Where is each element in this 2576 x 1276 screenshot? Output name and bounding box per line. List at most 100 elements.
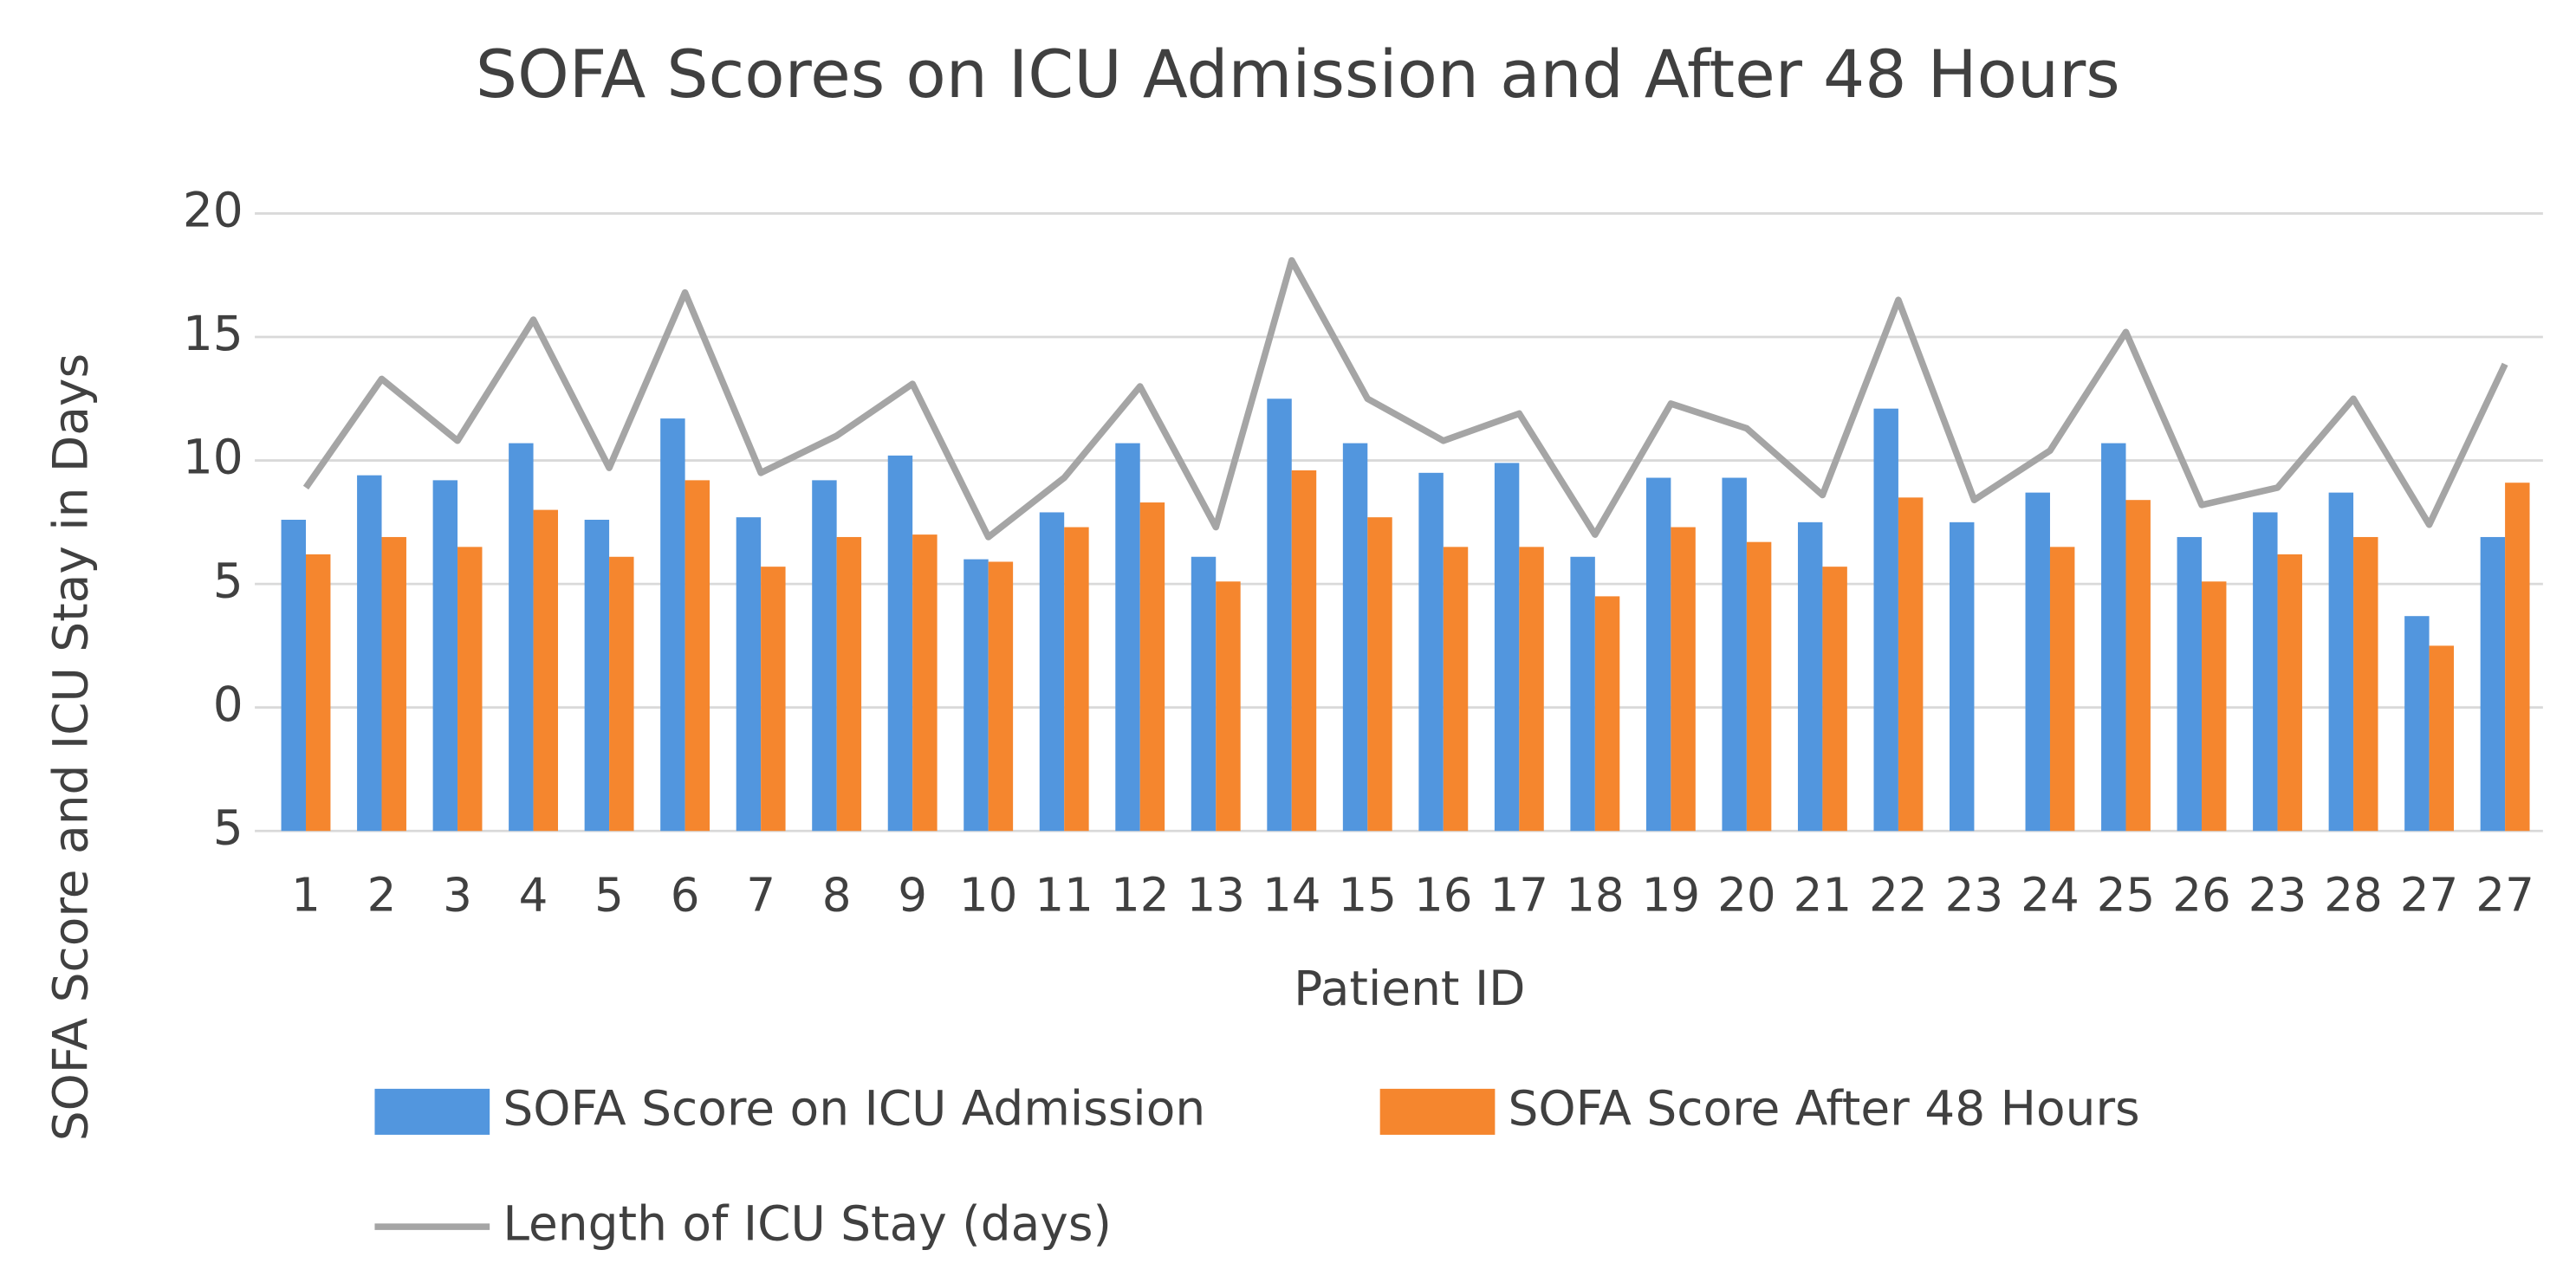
bar (685, 480, 711, 832)
x-tick-label: 3 (443, 869, 472, 923)
bar (457, 547, 483, 832)
bar (2101, 443, 2126, 832)
x-tick-label: 22 (1869, 869, 1928, 923)
bar (1645, 477, 1671, 832)
bar (1722, 477, 1747, 832)
bar (761, 567, 786, 832)
bar (1570, 556, 1595, 832)
bar (609, 556, 634, 832)
bar (432, 480, 458, 832)
x-axis-label: Patient ID (1294, 961, 1525, 1016)
bar (1191, 556, 1217, 832)
x-tick-label: 23 (1945, 869, 2004, 923)
bar (2429, 645, 2455, 832)
bar (1139, 502, 1165, 832)
y-axis-label: SOFA Score and ICU Stay in Days (43, 353, 99, 1141)
bar (1039, 512, 1065, 832)
y-tick-label: 5 (213, 553, 243, 608)
bar (2277, 554, 2302, 832)
bar (2049, 547, 2075, 832)
bar (1367, 517, 1392, 832)
bar (1898, 497, 1924, 832)
bar (509, 443, 534, 832)
x-tick-label: 2 (367, 869, 397, 923)
bar (2353, 536, 2378, 832)
y-tick-label: 0 (213, 677, 243, 732)
bar (736, 517, 762, 832)
bar (2404, 616, 2430, 832)
y-tick-label: 15 (183, 306, 243, 361)
bar (2328, 492, 2354, 832)
y-tick-label: 20 (183, 183, 243, 238)
x-tick-label: 10 (959, 869, 1018, 923)
legend-swatch (374, 1088, 490, 1135)
bar (1267, 398, 1292, 832)
bar (1822, 567, 1847, 832)
x-tick-label: 14 (1262, 869, 1321, 923)
x-tick-label: 19 (1642, 869, 1701, 923)
legend-label: SOFA Score After 48 Hours (1509, 1081, 2140, 1137)
bar (1671, 527, 1696, 832)
bar (1115, 443, 1140, 832)
bar (1291, 470, 1317, 832)
bar (2480, 536, 2506, 832)
bar (1594, 596, 1620, 832)
bar (2202, 581, 2227, 832)
x-tick-label: 23 (2248, 869, 2307, 923)
bar (1797, 521, 1823, 832)
legend-label: Length of ICU Stay (days) (503, 1195, 1112, 1251)
bar (281, 519, 306, 832)
legend-label: SOFA Score on ICU Admission (503, 1081, 1205, 1137)
x-tick-label: 16 (1414, 869, 1473, 923)
bar (660, 418, 685, 832)
bar (1519, 547, 1544, 832)
bar (836, 536, 862, 832)
x-tick-label: 18 (1566, 869, 1625, 923)
x-tick-label: 20 (1717, 869, 1776, 923)
x-tick-label: 9 (898, 869, 927, 923)
x-tick-label: 6 (671, 869, 700, 923)
legend-swatch (1379, 1088, 1496, 1135)
x-tick-label: 27 (2400, 869, 2459, 923)
bar (964, 559, 989, 832)
bar (533, 509, 558, 832)
bar (1216, 581, 1241, 832)
x-tick-label: 5 (594, 869, 624, 923)
y-tick-label: 5 (213, 800, 243, 855)
bar (988, 561, 1014, 832)
bar (1342, 443, 1368, 832)
bar (812, 480, 837, 832)
x-tick-label: 25 (2097, 869, 2156, 923)
bar (1746, 541, 1772, 832)
x-tick-label: 1 (291, 869, 321, 923)
x-tick-label: 17 (1490, 869, 1549, 923)
bar (305, 554, 331, 832)
bar (381, 536, 406, 832)
bar (2025, 492, 2050, 832)
x-tick-label: 27 (2475, 869, 2534, 923)
bar (1443, 547, 1469, 832)
bar (1873, 408, 1898, 832)
x-tick-label: 7 (746, 869, 775, 923)
x-tick-label: 26 (2172, 869, 2231, 923)
x-tick-label: 12 (1111, 869, 1170, 923)
x-tick-label: 8 (822, 869, 852, 923)
x-tick-label: 11 (1035, 869, 1093, 923)
bar (1950, 521, 1975, 832)
x-tick-label: 4 (519, 869, 548, 923)
bar (1494, 463, 1520, 832)
bar (357, 475, 382, 832)
bar (2177, 536, 2203, 832)
x-tick-label: 21 (1794, 869, 1853, 923)
x-tick-label: 13 (1186, 869, 1245, 923)
bar (912, 534, 938, 832)
x-tick-label: 24 (2021, 869, 2080, 923)
bar (2505, 483, 2530, 832)
line (302, 256, 2508, 541)
bar (1418, 472, 1444, 832)
bar (2253, 512, 2278, 832)
y-tick-label: 10 (183, 430, 243, 485)
bar (584, 519, 610, 832)
bar (887, 455, 913, 832)
